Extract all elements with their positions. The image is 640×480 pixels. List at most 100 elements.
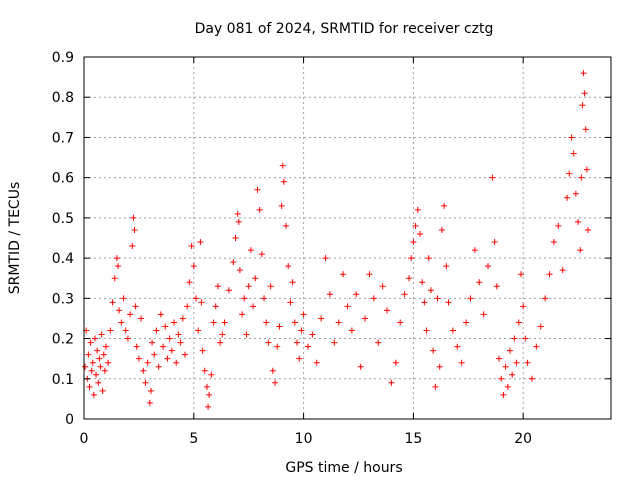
data-point bbox=[528, 375, 535, 382]
data-point bbox=[235, 218, 242, 225]
data-point bbox=[572, 190, 579, 197]
data-point bbox=[287, 299, 294, 306]
data-point bbox=[289, 279, 296, 286]
plot-frame bbox=[83, 56, 612, 420]
data-point bbox=[214, 283, 221, 290]
data-point bbox=[410, 239, 417, 246]
data-point bbox=[146, 399, 153, 406]
data-point bbox=[173, 359, 180, 366]
data-point bbox=[515, 319, 522, 326]
data-point bbox=[419, 279, 426, 286]
data-point bbox=[135, 355, 142, 362]
data-point bbox=[443, 263, 450, 270]
grid-layer bbox=[84, 57, 611, 419]
x-tick-label: 10 bbox=[295, 431, 313, 447]
data-point bbox=[122, 327, 129, 334]
data-point bbox=[445, 299, 452, 306]
data-point bbox=[397, 319, 404, 326]
data-point bbox=[498, 375, 505, 382]
y-tick-label: 0.6 bbox=[52, 171, 74, 187]
data-point bbox=[190, 263, 197, 270]
chart-title: Day 081 of 2024, SRMTID for receiver czt… bbox=[195, 21, 494, 37]
data-point bbox=[513, 359, 520, 366]
data-point bbox=[99, 387, 106, 394]
data-point bbox=[298, 327, 305, 334]
data-point bbox=[164, 355, 171, 362]
data-point bbox=[234, 210, 241, 217]
data-point bbox=[131, 226, 138, 233]
data-point bbox=[198, 299, 205, 306]
data-point bbox=[160, 343, 167, 350]
y-tick-label: 0 bbox=[65, 412, 74, 428]
data-point bbox=[430, 347, 437, 354]
data-point bbox=[575, 218, 582, 225]
data-point bbox=[293, 339, 300, 346]
data-point bbox=[111, 275, 118, 282]
data-point bbox=[304, 343, 311, 350]
data-point bbox=[109, 299, 116, 306]
data-point bbox=[179, 315, 186, 322]
data-point bbox=[199, 347, 206, 354]
data-point bbox=[250, 303, 257, 310]
data-point bbox=[94, 347, 101, 354]
data-point bbox=[546, 271, 553, 278]
data-point bbox=[441, 202, 448, 209]
data-point bbox=[261, 295, 268, 302]
data-point bbox=[256, 206, 263, 213]
data-point bbox=[568, 134, 575, 141]
data-point bbox=[533, 343, 540, 350]
data-point bbox=[91, 335, 98, 342]
data-point bbox=[241, 295, 248, 302]
data-point bbox=[245, 283, 252, 290]
data-point bbox=[581, 90, 588, 97]
data-point bbox=[116, 307, 123, 314]
data-point bbox=[206, 391, 213, 398]
x-axis-label: GPS time / hours bbox=[285, 460, 402, 476]
data-point bbox=[579, 102, 586, 109]
data-point bbox=[82, 363, 89, 370]
data-point bbox=[140, 367, 147, 374]
data-point bbox=[366, 271, 373, 278]
data-point bbox=[107, 327, 114, 334]
data-point bbox=[90, 391, 97, 398]
data-point bbox=[252, 275, 259, 282]
data-point bbox=[578, 174, 585, 181]
data-point bbox=[555, 222, 562, 229]
data-point bbox=[467, 295, 474, 302]
data-point bbox=[243, 331, 250, 338]
data-point bbox=[166, 335, 173, 342]
data-point bbox=[524, 359, 531, 366]
data-point bbox=[182, 351, 189, 358]
data-point bbox=[151, 351, 158, 358]
data-point bbox=[208, 371, 215, 378]
data-point bbox=[522, 335, 529, 342]
data-point bbox=[155, 363, 162, 370]
data-point bbox=[476, 279, 483, 286]
data-point bbox=[153, 327, 160, 334]
axis-ticks: 0 0.1 0.2 0.3 0.4 0.5 0.6 0.7 0.8 0.9 0 5 10 15 20 bbox=[52, 50, 611, 447]
data-point bbox=[425, 255, 432, 262]
data-point bbox=[149, 339, 156, 346]
data-point bbox=[236, 267, 243, 274]
data-point bbox=[86, 383, 93, 390]
data-point bbox=[96, 355, 103, 362]
data-points bbox=[82, 70, 591, 410]
data-point bbox=[168, 347, 175, 354]
data-point bbox=[100, 351, 107, 358]
data-point bbox=[258, 251, 265, 258]
data-point bbox=[212, 303, 219, 310]
data-point bbox=[197, 239, 204, 246]
data-point bbox=[491, 239, 498, 246]
data-point bbox=[506, 347, 513, 354]
data-point bbox=[566, 170, 573, 177]
data-point bbox=[449, 327, 456, 334]
data-point bbox=[95, 379, 102, 386]
data-point bbox=[263, 319, 270, 326]
x-tick-label: 20 bbox=[514, 431, 532, 447]
data-point bbox=[221, 319, 228, 326]
data-point bbox=[542, 295, 549, 302]
data-point bbox=[348, 327, 355, 334]
data-point bbox=[272, 379, 279, 386]
data-point bbox=[265, 339, 272, 346]
